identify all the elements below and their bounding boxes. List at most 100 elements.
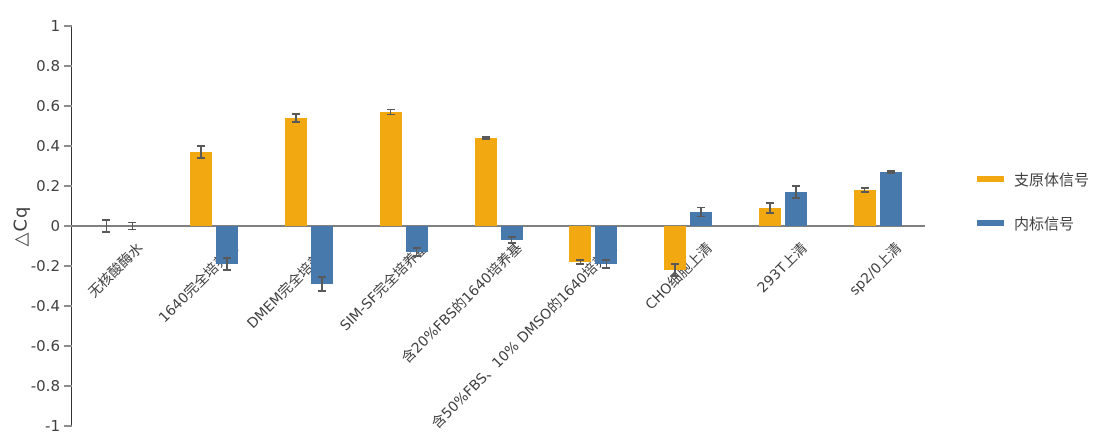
error-bar-cap: [102, 231, 111, 233]
y-tick: [64, 145, 72, 147]
error-bar-line: [484, 136, 487, 140]
y-tick-label: 0: [50, 217, 60, 235]
y-tick-label: 0.6: [36, 97, 60, 115]
y-tick-label: -0.4: [30, 297, 60, 315]
bar-internal-control-signal: [595, 226, 618, 264]
legend-item-internal-control-signal: 内标信号: [977, 212, 1089, 234]
y-tick: [64, 345, 72, 347]
error-bar-cap: [860, 187, 869, 189]
y-tick: [64, 105, 72, 107]
error-bar-cap: [412, 255, 421, 257]
error-bar-line: [295, 114, 297, 122]
error-bar-line: [863, 188, 866, 192]
y-tick: [64, 385, 72, 387]
error-bar-cap: [697, 206, 706, 209]
y-tick-label: 0.4: [36, 137, 60, 155]
error-bar-cap: [223, 269, 232, 271]
legend-label-mycoplasma-signal: 支原体信号: [1014, 170, 1090, 189]
x-axis-line: [72, 225, 925, 227]
error-bar-cap: [576, 263, 585, 265]
error-bar-cap: [507, 242, 516, 244]
error-bar-cap: [102, 219, 111, 221]
bar-mycoplasma-signal: [284, 118, 307, 226]
error-bar-cap: [860, 191, 869, 193]
error-bar-cap: [671, 275, 680, 277]
y-tick-label: -0.6: [30, 337, 60, 355]
error-bar-cap: [671, 263, 680, 265]
bar-mycoplasma-signal: [758, 208, 781, 226]
error-bar-cap: [223, 257, 232, 259]
y-tick: [64, 305, 72, 307]
error-bar-line: [389, 109, 392, 115]
x-axis-label: sp2/0上清: [846, 240, 906, 299]
bar-mycoplasma-signal: [474, 138, 497, 226]
x-axis-label: 含50%FBS、10% DMSO的1640培养基: [428, 240, 621, 433]
x-axis-label: 293T上清: [754, 240, 811, 297]
y-tick: [64, 65, 72, 67]
error-bar-line: [131, 222, 134, 230]
error-bar-cap: [128, 221, 137, 224]
y-tick-label: -0.8: [30, 377, 60, 395]
bar-internal-control-signal: [310, 226, 333, 284]
error-bar-line: [226, 258, 228, 270]
error-bar-cap: [791, 197, 800, 199]
y-tick-label: -0.2: [30, 257, 60, 275]
error-bar-cap: [886, 172, 895, 174]
y-tick-label: -1: [45, 417, 60, 435]
error-bar-line: [700, 207, 702, 217]
y-tick-label: 0.2: [36, 177, 60, 195]
error-bar-line: [105, 220, 108, 232]
error-bar-cap: [197, 157, 206, 159]
legend-swatch-internal-control-signal: [977, 220, 1004, 226]
error-bar-cap: [386, 108, 395, 111]
y-tick-label: 0.8: [36, 57, 60, 75]
y-tick: [64, 25, 72, 27]
error-bar-cap: [481, 138, 490, 140]
error-bar-cap: [386, 113, 395, 116]
error-bar-cap: [197, 145, 206, 147]
y-tick: [64, 265, 72, 267]
error-bar-cap: [886, 170, 895, 172]
y-tick: [64, 225, 72, 227]
bar-mycoplasma-signal: [379, 112, 402, 226]
error-bar-cap: [291, 121, 300, 123]
bar-internal-control-signal: [216, 226, 239, 264]
error-bar-line: [579, 260, 582, 264]
error-bar-cap: [317, 290, 326, 292]
error-bar-cap: [317, 276, 326, 278]
error-bar-cap: [791, 185, 800, 187]
bar-internal-control-signal: [500, 226, 523, 240]
legend: 支原体信号 内标信号: [977, 168, 1089, 256]
error-bar-cap: [128, 228, 137, 231]
bar-internal-control-signal: [405, 226, 428, 252]
legend-swatch-mycoplasma-signal: [977, 176, 1004, 182]
error-bar-cap: [507, 236, 516, 238]
error-bar-line: [889, 170, 892, 174]
error-bar-cap: [291, 113, 300, 115]
bar-mycoplasma-signal: [569, 226, 592, 262]
x-axis-label: 无核酸酶水: [86, 240, 147, 301]
error-bar-line: [510, 237, 513, 243]
y-tick: [64, 425, 72, 427]
bar-mycoplasma-signal: [664, 226, 687, 270]
error-bar-line: [769, 203, 771, 213]
error-bar-cap: [697, 215, 706, 218]
error-bar-line: [321, 277, 323, 291]
error-bar-line: [795, 186, 797, 198]
error-bar-line: [415, 248, 418, 256]
error-bar-cap: [602, 267, 611, 269]
error-bar-cap: [481, 136, 490, 138]
error-bar-cap: [412, 247, 421, 249]
error-bar-line: [674, 264, 676, 276]
bar-mycoplasma-signal: [853, 190, 876, 226]
error-bar-cap: [765, 202, 774, 204]
legend-label-internal-control-signal: 内标信号: [1014, 214, 1075, 233]
y-tick: [64, 185, 72, 187]
error-bar-line: [605, 260, 608, 268]
error-bar-cap: [765, 212, 774, 214]
bar-internal-control-signal: [784, 192, 807, 226]
error-bar-cap: [576, 259, 585, 261]
bar-internal-control-signal: [879, 172, 902, 226]
